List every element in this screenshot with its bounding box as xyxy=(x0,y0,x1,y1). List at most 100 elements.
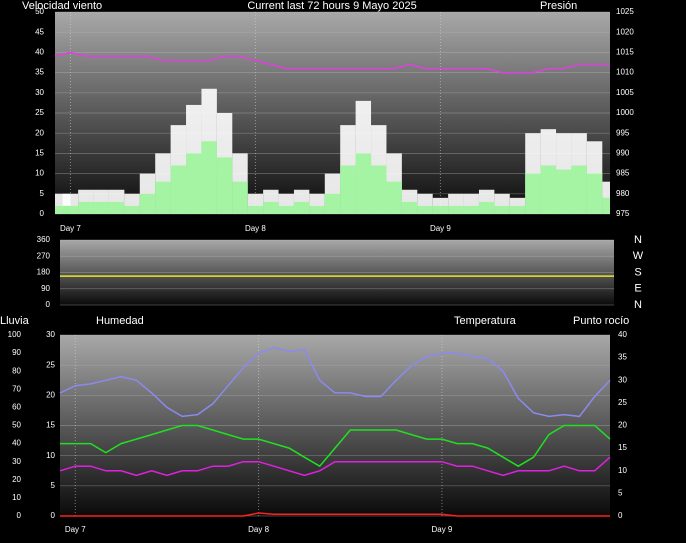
header-label: Humedad xyxy=(96,315,144,327)
wind-bar xyxy=(247,205,264,214)
y3-tick-label: 90 xyxy=(12,348,21,357)
wind-bar xyxy=(401,201,418,214)
y3-tick-label: 70 xyxy=(12,384,21,393)
header-label: Lluvia xyxy=(0,315,30,327)
y3-tick-label: 100 xyxy=(8,330,22,339)
y-tick-label: 10 xyxy=(35,169,44,178)
y2-tick-label: E xyxy=(634,283,641,295)
header-label: Presión xyxy=(540,0,577,12)
y2-tick-label: W xyxy=(633,250,644,262)
y-tick-label: 5 xyxy=(40,189,45,198)
header-label: Punto rocío xyxy=(573,315,629,327)
y3-tick-label: 0 xyxy=(17,511,22,520)
wind-bar xyxy=(186,153,202,214)
wind-bar xyxy=(62,205,79,214)
series-line xyxy=(60,424,611,468)
y2-tick-label: 20 xyxy=(618,421,627,430)
wind-bar xyxy=(494,205,510,214)
y-tick-label: 5 xyxy=(51,481,56,490)
wind-bar xyxy=(556,169,572,214)
y2-tick-label: 980 xyxy=(616,189,630,198)
y2-tick-label: 1005 xyxy=(616,88,634,97)
y2-tick-label: 1025 xyxy=(616,7,634,16)
y3-tick-label: 50 xyxy=(12,421,21,430)
wind-bar xyxy=(278,205,294,214)
y-tick-label: 30 xyxy=(46,330,55,339)
wind-bar xyxy=(108,201,125,214)
y2-tick-label: 1000 xyxy=(616,108,634,117)
wind-bar xyxy=(463,205,479,214)
wind-bar xyxy=(478,201,495,214)
header-label: Velocidad viento xyxy=(22,0,102,12)
y2-tick-label: 0 xyxy=(618,511,623,520)
y2-tick-label: 985 xyxy=(616,169,630,178)
y2-tick-label: 40 xyxy=(618,330,627,339)
y-tick-label: 45 xyxy=(35,27,44,36)
wind-bar xyxy=(124,205,140,214)
wind-bar xyxy=(571,165,587,214)
wind-bar xyxy=(155,181,171,214)
y3-tick-label: 20 xyxy=(12,475,21,484)
y2-tick-label: 30 xyxy=(618,375,627,384)
y2-tick-label: 990 xyxy=(616,149,630,158)
y-tick-label: 270 xyxy=(37,251,51,260)
y-tick-label: 25 xyxy=(35,108,44,117)
series-line xyxy=(60,512,610,517)
x-tick-label: Day 9 xyxy=(431,525,452,534)
y-tick-label: 20 xyxy=(46,390,55,399)
x-tick-label: Day 7 xyxy=(60,224,81,233)
wind-bar xyxy=(293,201,310,214)
y3-tick-label: 30 xyxy=(12,457,21,466)
wind-bar xyxy=(355,153,372,214)
header-label: Temperatura xyxy=(454,315,517,327)
y-tick-label: 180 xyxy=(37,268,51,277)
y-tick-label: 35 xyxy=(35,68,44,77)
y3-tick-label: 80 xyxy=(12,366,21,375)
x-tick-label: Day 8 xyxy=(248,525,269,534)
wind-bar xyxy=(371,165,387,214)
y2-tick-label: 5 xyxy=(618,488,623,497)
y2-tick-label: N xyxy=(634,299,642,311)
wind-bar xyxy=(263,201,279,214)
y-tick-label: 20 xyxy=(35,128,44,137)
y3-tick-label: 10 xyxy=(12,493,21,502)
y2-tick-label: 15 xyxy=(618,443,627,452)
x-tick-label: Day 9 xyxy=(430,224,451,233)
y2-tick-label: 25 xyxy=(618,398,627,407)
y2-tick-label: 35 xyxy=(618,353,627,362)
wind-bar xyxy=(509,205,526,214)
series-line xyxy=(59,346,611,418)
y-tick-label: 50 xyxy=(35,7,44,16)
y2-tick-label: 975 xyxy=(616,209,630,218)
y-tick-label: 15 xyxy=(46,421,55,430)
y-tick-label: 25 xyxy=(46,360,55,369)
x-tick-label: Day 8 xyxy=(245,224,266,233)
x-tick-label: Day 7 xyxy=(65,525,86,534)
y-tick-label: 30 xyxy=(35,88,44,97)
y2-tick-label: S xyxy=(634,266,641,278)
wind-bar xyxy=(417,205,433,214)
y2-tick-label: N xyxy=(634,234,642,246)
wind-bar xyxy=(201,141,217,214)
wind-bar xyxy=(432,205,449,214)
wind-bar xyxy=(586,173,603,214)
y3-tick-label: 60 xyxy=(12,403,21,412)
y-tick-label: 0 xyxy=(51,511,56,520)
wind-bar xyxy=(232,181,248,214)
series-line xyxy=(54,51,610,74)
y2-tick-label: 1015 xyxy=(616,48,634,57)
wind-bar xyxy=(78,201,94,214)
wind-bar xyxy=(448,205,464,214)
y-tick-label: 90 xyxy=(41,284,50,293)
y-tick-label: 360 xyxy=(37,235,51,244)
wind-bar xyxy=(324,193,341,214)
wind-bar xyxy=(139,193,156,214)
y-tick-label: 0 xyxy=(40,209,45,218)
y-tick-label: 40 xyxy=(35,48,44,57)
wind-bar xyxy=(386,181,402,214)
wind-bar xyxy=(216,157,233,214)
wind-bar xyxy=(340,165,356,214)
y2-tick-label: 1020 xyxy=(616,27,634,36)
wind-bar xyxy=(525,173,541,214)
